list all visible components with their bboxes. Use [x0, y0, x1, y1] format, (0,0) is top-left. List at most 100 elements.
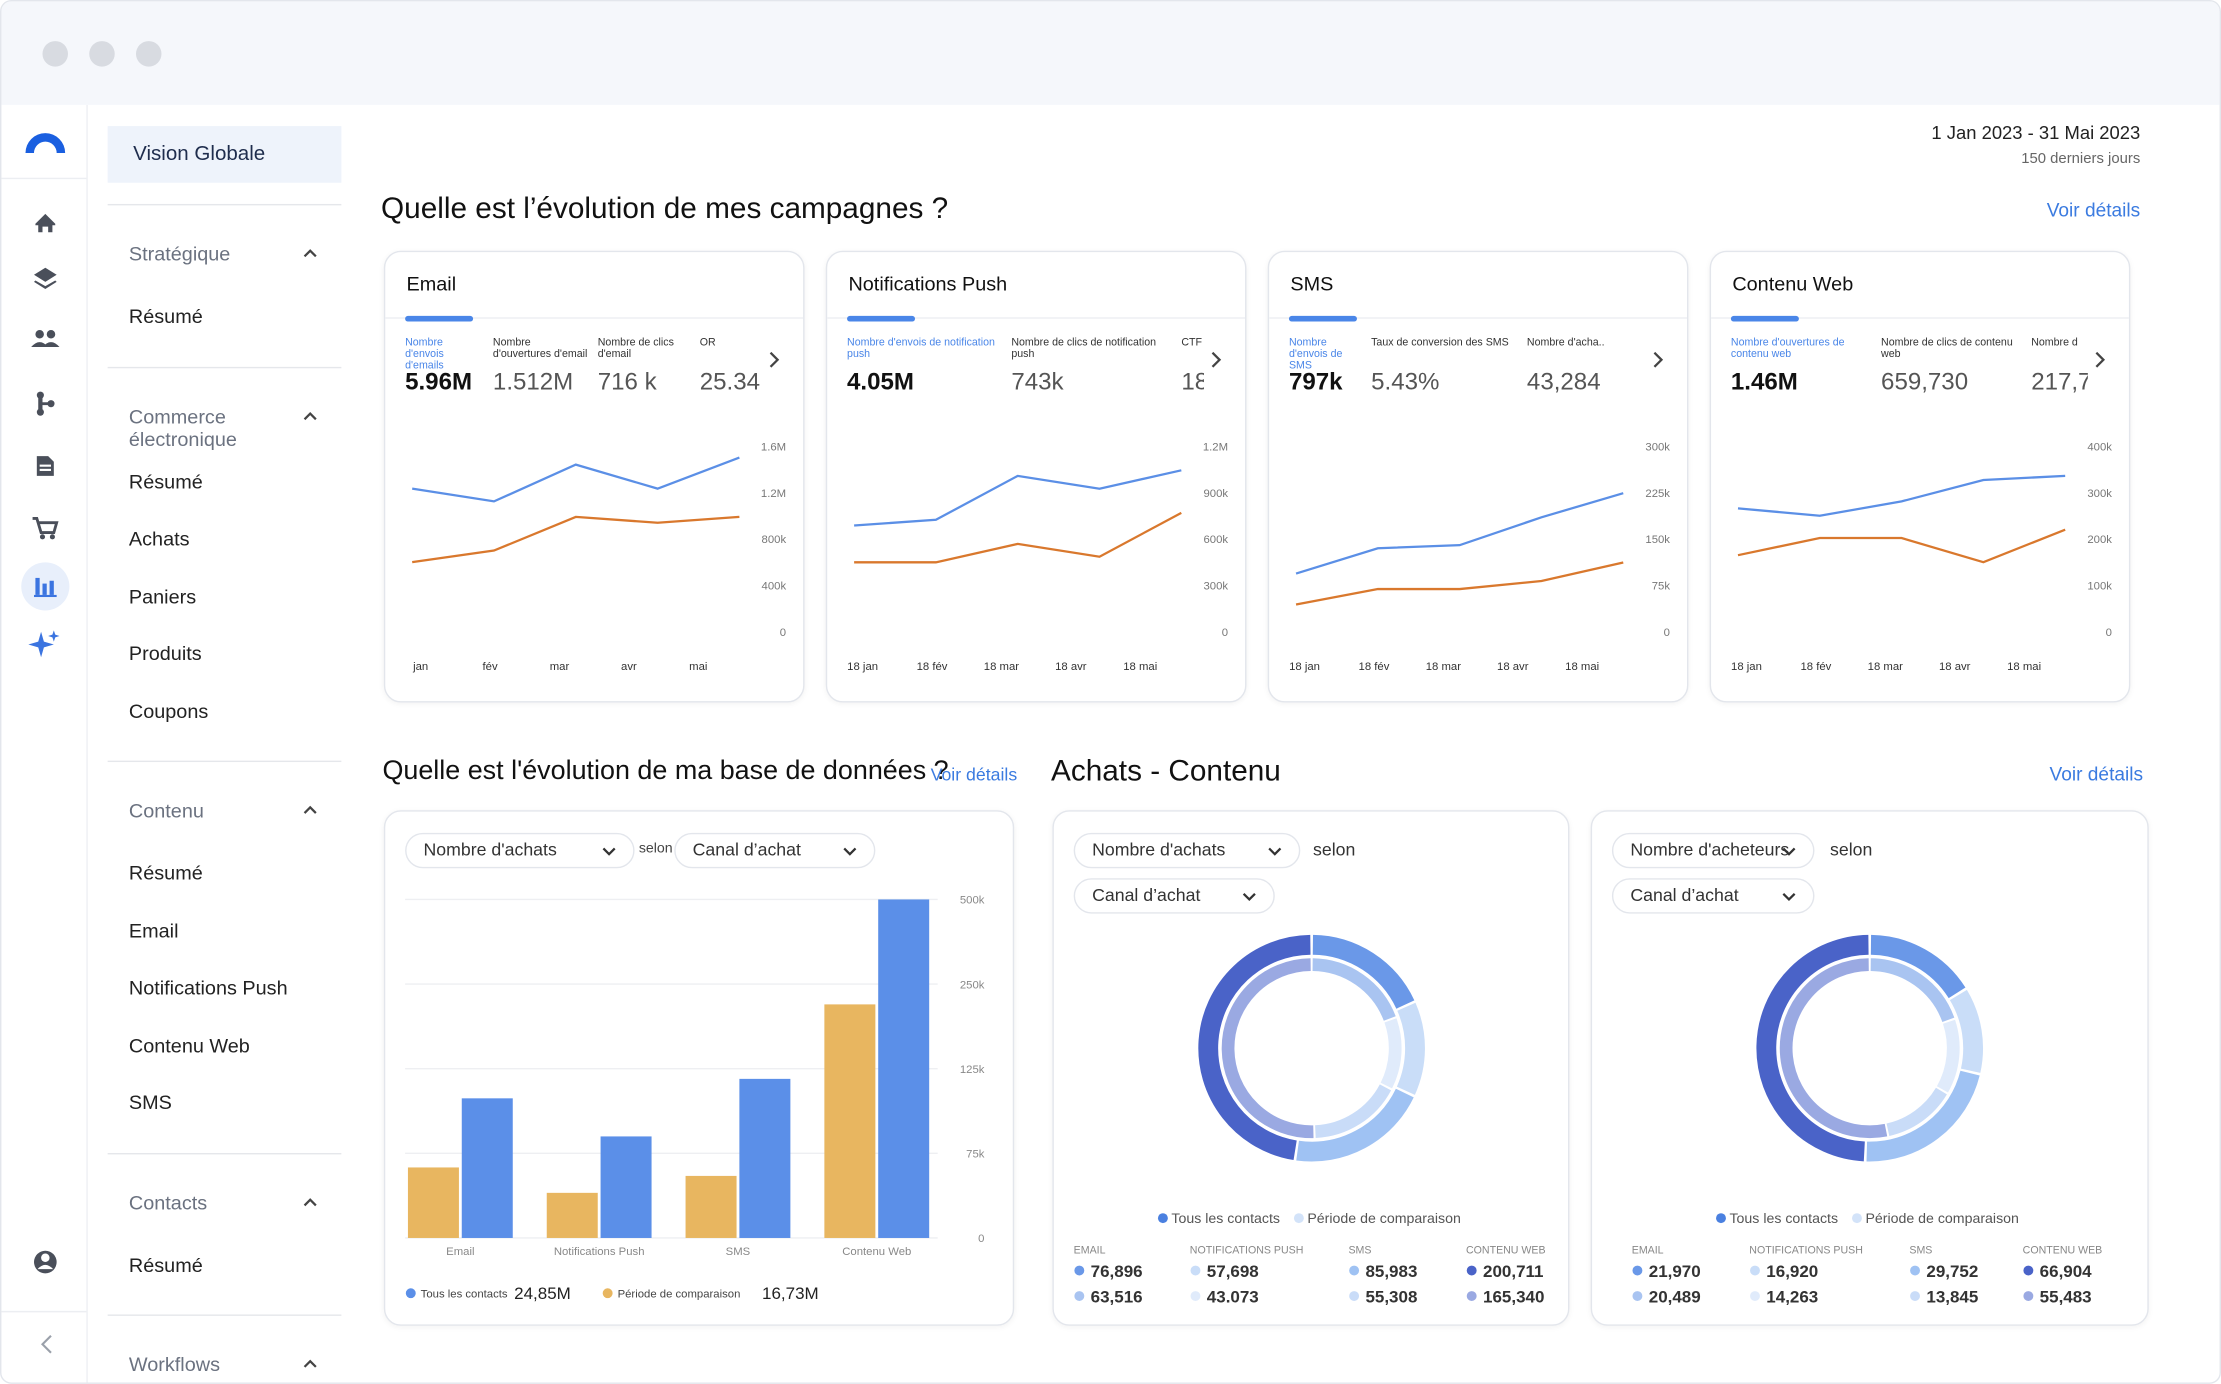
donut-segment	[1198, 934, 1311, 1161]
nav-section-header[interactable]: Workflows	[108, 1352, 342, 1383]
line-chart: 0 300k 600k 900k 1.2M 18 jan 18 fév 18 mar 18 av…	[847, 441, 1228, 673]
nav-item-active[interactable]: Vision Globale	[107, 126, 342, 183]
nav-item[interactable]: Résumé	[128, 304, 203, 328]
dropdown[interactable]: Nombre d'achats	[405, 832, 635, 869]
column-header: NOTIFICATIONS PUSH	[1749, 1245, 1863, 1257]
series-line	[1295, 561, 1624, 606]
y-tick-label: 0	[2106, 627, 2112, 639]
nav-item[interactable]: Produits	[128, 641, 202, 665]
value-label: 55,483	[2040, 1287, 2092, 1306]
separator	[1711, 317, 2129, 319]
campaign-card[interactable]: Email Nombre d'envois d'emails 5.96M Nombre…	[383, 250, 805, 703]
link[interactable]: Voir détails	[930, 764, 1018, 785]
donut-card: Nombre d'acheteurs selon Canal d’achat Tous…	[1590, 810, 2149, 1326]
metric[interactable]: Nombre d'acha.. 43,284	[1527, 337, 1646, 402]
chevron-icon	[303, 249, 317, 258]
nav-item[interactable]: Notifications Push	[128, 975, 288, 999]
chevron	[303, 1359, 317, 1368]
campaign-card[interactable]: Notifications Push Nombre d'envois de not…	[825, 250, 1247, 703]
dropdown[interactable]: Canal d’achat	[1073, 878, 1275, 914]
y-tick-label: 1.2M	[1203, 441, 1228, 453]
metric-value: 797k	[1288, 368, 1343, 396]
x-tick-label: mar	[550, 661, 570, 673]
nav-section-header[interactable]: Contacts	[108, 1191, 342, 1233]
metric[interactable]: Taux de conversion des SMS 5.43%	[1371, 337, 1524, 402]
metric[interactable]: Nombre d'envois de notification push 4.05…	[847, 337, 1008, 402]
metric[interactable]: Nombre de clics de contenu web 659,730	[1881, 337, 2028, 402]
chevron	[303, 249, 317, 258]
nav-item[interactable]: Contenu Web	[128, 1033, 250, 1056]
dropdown-value: Nombre d'achats	[423, 839, 557, 860]
x-tick-label: 18 fév	[917, 661, 948, 673]
nav-item[interactable]: SMS	[128, 1090, 172, 1114]
bar-chart: 0 75k 125k 250k 500k Email Notifications Push S…	[405, 895, 985, 1303]
dropdown-value: Nombre d'acheteurs	[1630, 839, 1790, 860]
nav-item[interactable]: Résumé	[128, 1252, 203, 1276]
campaign-card[interactable]: Contenu Web Nombre d'ouvertures de conten…	[1709, 250, 2131, 703]
dropdown[interactable]: Nombre d'achats	[1073, 832, 1301, 869]
link[interactable]: Voir détails	[2049, 763, 2144, 785]
link[interactable]: Voir détails	[2046, 199, 2141, 221]
value-dot	[1632, 1291, 1643, 1302]
nav-section-title: Workflows	[128, 1352, 220, 1376]
window-controls	[42, 41, 162, 67]
value-dot	[1750, 1265, 1760, 1276]
nav-divider	[107, 1152, 342, 1154]
value-label: 43.073	[1207, 1287, 1259, 1306]
series-line	[412, 515, 740, 564]
campaign-card[interactable]: SMS Nombre d'envois de SMS 797k Taux de con…	[1267, 250, 1689, 703]
legend-label: Période de comparaison	[618, 1288, 741, 1300]
bar	[546, 1192, 598, 1238]
y-tick-label: 0	[1664, 627, 1670, 639]
nav-item[interactable]: Coupons	[128, 699, 209, 722]
value-dot	[1466, 1291, 1477, 1302]
selon: selon	[1830, 839, 1873, 860]
column-header: EMAIL	[1632, 1245, 1664, 1257]
legend-dot	[1157, 1213, 1168, 1224]
selon: selon	[638, 841, 673, 857]
metric[interactable]: Nombre d'envois de SMS 797k	[1289, 337, 1368, 402]
chevron-icon	[1782, 892, 1796, 902]
chevron-icon	[843, 847, 857, 856]
metric[interactable]: Nombre d 217,7	[2031, 337, 2088, 402]
chevron-icon	[303, 1359, 317, 1368]
metric-label: Nombre d'acha..	[1526, 337, 1605, 349]
donut-segment	[1886, 1087, 1947, 1136]
dropdown[interactable]: Canal d’achat	[1611, 878, 1815, 914]
chevron-icon	[1242, 892, 1256, 902]
nav-item[interactable]: Paniers	[128, 584, 197, 607]
dropdown[interactable]: Canal d’achat	[674, 832, 876, 869]
legend-dot	[405, 1288, 416, 1299]
donut-segment	[1870, 958, 1955, 1023]
nav-section-header[interactable]: Contenu	[108, 799, 342, 841]
legend-label: Tous les contacts	[1171, 1211, 1280, 1227]
metric[interactable]: Nombre d'ouvertures d'email 1.512M	[493, 337, 595, 402]
line-chart: 0 100k 200k 300k 400k 18 jan 18 fév 18 mar 18 av…	[1731, 441, 2112, 673]
chevron	[303, 805, 317, 814]
metric-label: Nombre d	[2031, 337, 2078, 349]
metric-value: 25.34	[699, 368, 760, 396]
x-tick-label: jan	[412, 661, 428, 673]
date-range[interactable]: 1 Jan 2023 - 31 Mai 2023	[1931, 121, 2141, 144]
metric[interactable]: CTF 18	[1181, 337, 1204, 402]
series-line	[854, 511, 1182, 564]
metric[interactable]: Nombre d'ouvertures de contenu web 1.46M	[1731, 337, 1878, 402]
donut-segment	[1936, 1019, 1960, 1093]
nav-item[interactable]: Email	[128, 918, 179, 942]
y-tick-label: 400k	[762, 581, 787, 593]
metric[interactable]: Nombre de clics de notification push 743k	[1011, 337, 1178, 402]
nav-section-header[interactable]: Commerce électronique	[108, 404, 342, 450]
bar-card: Nombre d'achats selon Canal d’achat 0 75k 125…	[383, 810, 1015, 1326]
metric-value: 1.512M	[492, 368, 574, 396]
metric-label: Nombre de clics d'email	[597, 337, 674, 360]
nav-item[interactable]: Résumé	[128, 469, 203, 493]
metric[interactable]: Nombre d'envois d'emails 5.96M	[405, 337, 490, 402]
dropdown[interactable]: Nombre d'acheteurs	[1611, 832, 1815, 869]
nav-item[interactable]: Résumé	[128, 861, 203, 884]
metric[interactable]: OR 25.34	[700, 337, 762, 402]
nav-section-header[interactable]: Stratégique	[108, 242, 342, 284]
nav-item[interactable]: Achats	[128, 526, 190, 550]
metric[interactable]: Nombre de clics d'email 716 k	[598, 337, 697, 402]
y-tick-label: 0	[780, 627, 786, 639]
chevron	[2095, 351, 2106, 368]
